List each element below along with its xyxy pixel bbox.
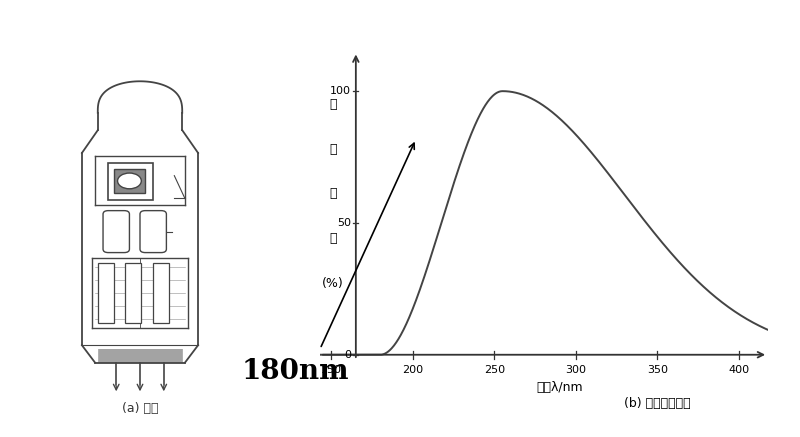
Text: 100: 100 — [330, 86, 351, 96]
Text: 180nm: 180nm — [242, 358, 349, 385]
FancyBboxPatch shape — [114, 169, 146, 193]
FancyBboxPatch shape — [108, 163, 154, 200]
FancyBboxPatch shape — [140, 211, 166, 253]
FancyBboxPatch shape — [103, 211, 130, 253]
Text: 能: 能 — [330, 187, 337, 201]
Text: 50: 50 — [337, 218, 351, 228]
Text: (%): (%) — [322, 277, 344, 290]
Text: 0: 0 — [344, 350, 351, 360]
Text: 350: 350 — [646, 365, 668, 375]
Text: 波长λ/nm: 波长λ/nm — [536, 381, 582, 394]
Text: 对: 对 — [330, 142, 337, 156]
Text: 相: 相 — [330, 98, 337, 111]
Circle shape — [118, 173, 142, 189]
Text: 250: 250 — [484, 365, 505, 375]
Text: 200: 200 — [402, 365, 423, 375]
FancyBboxPatch shape — [98, 263, 114, 323]
FancyBboxPatch shape — [126, 263, 142, 323]
Text: 300: 300 — [566, 365, 586, 375]
FancyBboxPatch shape — [154, 263, 169, 323]
Text: 量: 量 — [330, 232, 337, 245]
Text: (b) 光谱能量分布: (b) 光谱能量分布 — [624, 397, 690, 410]
Text: 400: 400 — [728, 365, 750, 375]
Text: 150: 150 — [321, 365, 342, 375]
Text: (a) 外形: (a) 外形 — [122, 402, 158, 415]
